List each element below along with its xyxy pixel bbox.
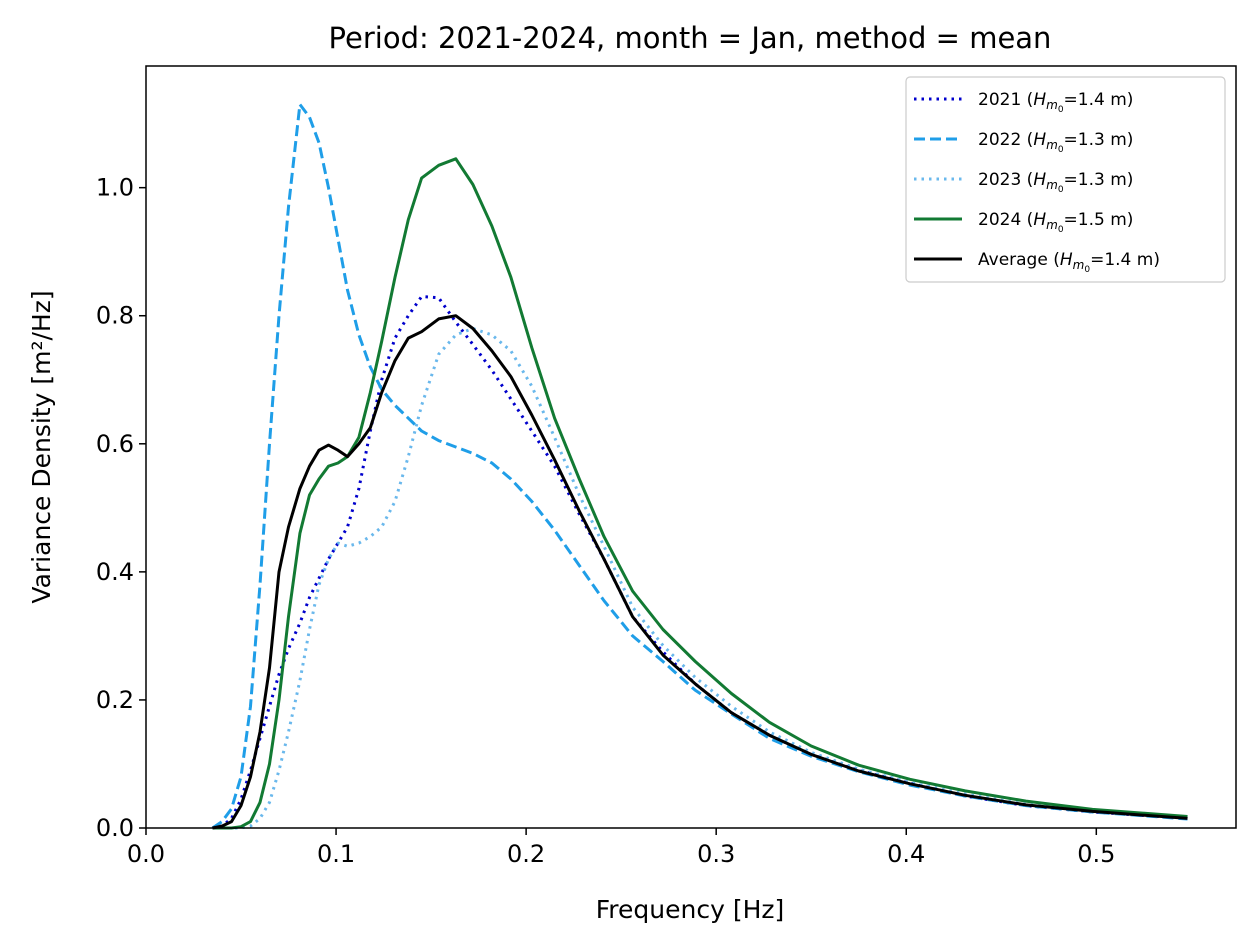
x-tick-label: 0.1 — [317, 840, 355, 868]
legend-frame — [905, 76, 1226, 283]
x-tick-label: 0.0 — [127, 840, 165, 868]
legend-entry-2023: 2023 (Hm0=1.3 m) — [978, 170, 1133, 195]
legend: 2021 (Hm0=1.4 m) 2022 (Hm0=1.3 m) 2023 (Hm… — [905, 76, 1226, 283]
x-tick-label: 0.3 — [697, 840, 735, 868]
y-tick-label: 0.2 — [96, 686, 134, 714]
x-tick-label: 0.5 — [1077, 840, 1115, 868]
series-line-2023 — [212, 327, 1188, 830]
y-tick-label: 1.0 — [96, 174, 134, 202]
plot-area — [145, 65, 1237, 830]
y-tick-label: 0.6 — [96, 430, 134, 458]
legend-items: 2021 (Hm0=1.4 m) 2022 (Hm0=1.3 m) 2023 (Hm… — [914, 90, 1160, 275]
series-layer — [211, 102, 1188, 830]
y-tick-label: 0.8 — [96, 302, 134, 330]
legend-entry-2024: 2024 (Hm0=1.5 m) — [978, 210, 1133, 235]
chart-title: Period: 2021-2024, month = Jan, method =… — [329, 21, 1052, 55]
y-tick-label: 0.4 — [96, 558, 134, 586]
series-line-2022 — [211, 102, 1188, 830]
plot-frame — [145, 65, 1237, 829]
series-line-2021 — [212, 295, 1188, 830]
x-tick-label: 0.4 — [887, 840, 925, 868]
y-axis-ticks: 0.0 0.2 0.4 0.6 0.8 1.0 — [96, 174, 146, 842]
legend-entry-average: Average (Hm0=1.4 m) — [978, 250, 1160, 275]
legend-entry-2021: 2021 (Hm0=1.4 m) — [978, 90, 1133, 115]
x-tick-label: 0.2 — [507, 840, 545, 868]
y-tick-label: 0.0 — [96, 814, 134, 842]
x-axis-ticks: 0.0 0.1 0.2 0.3 0.4 0.5 — [127, 828, 1115, 868]
legend-entry-2022: 2022 (Hm0=1.3 m) — [978, 130, 1133, 155]
series-line-average — [212, 314, 1188, 830]
series-line-2024 — [212, 157, 1188, 830]
y-axis-label: Variance Density [m²/Hz] — [27, 290, 56, 603]
x-axis-label: Frequency [Hz] — [596, 895, 785, 924]
